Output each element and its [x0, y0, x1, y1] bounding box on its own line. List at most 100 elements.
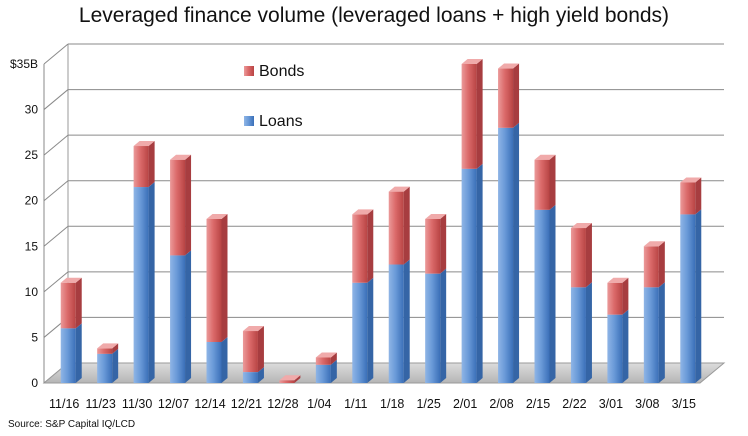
legend-swatch [244, 66, 254, 76]
bar-bonds [570, 228, 586, 288]
bar-bonds [680, 182, 696, 215]
bar-loans [498, 127, 514, 383]
bar-loans-side [148, 182, 155, 383]
bar-bonds [388, 191, 404, 265]
bar-bonds-side [367, 209, 374, 283]
chart-title: Leveraged finance volume (leveraged loan… [78, 4, 670, 27]
bar-loans-side [440, 268, 447, 383]
bar-bonds-top [643, 241, 665, 247]
x-tick-label: 2/01 [453, 397, 477, 411]
bar-group [570, 223, 592, 383]
bar-loans [680, 214, 696, 383]
bars-layer [60, 59, 702, 384]
bar-bonds-top [607, 277, 629, 283]
bar-bonds [498, 68, 514, 128]
y-tick-label: 5 [31, 330, 38, 344]
y-tick-label: 15 [25, 239, 39, 253]
bar-loans [352, 282, 368, 383]
bar-group [498, 63, 520, 384]
bar-loans [206, 341, 222, 383]
bar-bonds [60, 282, 76, 329]
bar-loans [315, 364, 331, 383]
legend-label: Loans [259, 113, 303, 130]
bar-loans-side [221, 336, 228, 383]
bar-bonds [97, 348, 113, 354]
x-tick-label: 1/04 [307, 397, 331, 411]
bar-group [206, 213, 228, 383]
bar-loans-side [695, 209, 702, 383]
y-tick-label: 20 [25, 194, 39, 208]
bar-bonds [206, 218, 222, 342]
x-tick-label: 12/14 [194, 397, 225, 411]
bar-bonds-side [330, 352, 337, 365]
bar-bonds-top [534, 154, 556, 160]
x-axis: 11/16 11/23 11/30 12/07 12/14 12/21 12/28 1/04 1… [49, 397, 696, 411]
bar-group [425, 213, 447, 383]
bar-bonds-side [440, 213, 447, 274]
bar-bonds-top [388, 186, 410, 192]
bar-loans [97, 353, 113, 383]
bar-bonds-top [170, 154, 192, 160]
bar-bonds [133, 146, 149, 188]
bar-group [352, 209, 374, 383]
gridline-depth [43, 89, 69, 110]
x-tick-label: 3/15 [672, 397, 696, 411]
bar-bonds-top [279, 375, 301, 381]
bar-loans [534, 209, 550, 383]
legend-swatch [244, 116, 254, 126]
bar-bonds-side [221, 213, 228, 342]
bar-bonds-side [257, 326, 264, 373]
x-tick-label: 11/16 [49, 397, 79, 411]
bar-group [315, 352, 337, 383]
bar-bonds [315, 357, 331, 365]
x-tick-label: 2/22 [562, 397, 586, 411]
bar-loans [461, 168, 477, 383]
bar-loans-side [513, 122, 520, 384]
bar-bonds [534, 159, 550, 210]
bar-group [97, 343, 119, 383]
bar-loans-side [257, 367, 264, 383]
bar-bonds-side [294, 375, 301, 383]
bar-bonds-top [680, 177, 702, 183]
x-tick-label: 12/28 [267, 397, 298, 411]
bar-bonds-side [476, 59, 483, 169]
bar-loans-side [75, 323, 82, 383]
x-tick-label: 1/18 [380, 397, 404, 411]
bar-bonds [643, 246, 659, 288]
bar-bonds-side [513, 63, 520, 128]
bar-group [133, 141, 155, 383]
bar-group [388, 186, 410, 383]
y-tick-label: 25 [25, 148, 39, 162]
bar-group [680, 177, 702, 383]
bar-bonds-top [242, 326, 264, 332]
x-tick-label: 12/21 [231, 397, 262, 411]
x-tick-label: 3/01 [599, 397, 623, 411]
bar-loans [570, 287, 586, 383]
bar-group [279, 375, 301, 383]
bar-bonds-side [585, 223, 592, 288]
bar-bonds-side [185, 154, 192, 256]
bar-bonds [607, 282, 623, 315]
bar-loans [388, 264, 404, 383]
bar-loans [643, 287, 659, 383]
gridline-depth [43, 134, 69, 156]
bar-loans [170, 255, 186, 383]
bar-bonds-top [315, 352, 337, 358]
bar-bonds-side [658, 241, 665, 288]
bar-loans [425, 273, 441, 383]
bar-loans-side [658, 282, 665, 383]
bar-bonds-side [403, 186, 410, 265]
x-tick-label: 1/25 [416, 397, 440, 411]
x-tick-label: 1/11 [344, 397, 367, 411]
bar-loans [60, 328, 76, 383]
x-tick-label: 3/08 [635, 397, 659, 411]
x-tick-label: 2/08 [489, 397, 513, 411]
legend-label: Bonds [259, 63, 304, 80]
bar-loans-side [112, 348, 119, 383]
bar-bonds [170, 159, 186, 256]
y-tick-label: 30 [25, 103, 39, 117]
bar-loans-side [330, 359, 337, 383]
bar-bonds-top [498, 63, 520, 69]
bar-bonds-top [352, 209, 374, 215]
